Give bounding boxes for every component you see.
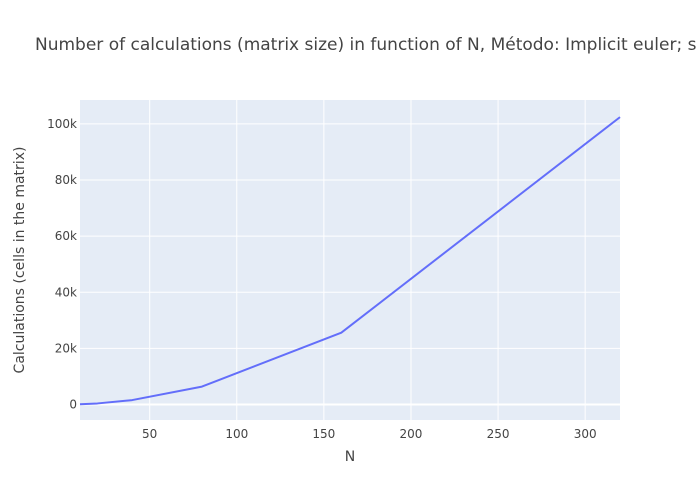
x-axis-ticks: 50 100 150 200 250 300 xyxy=(142,427,597,441)
y-tick-label: 20k xyxy=(55,341,77,355)
y-tick-label: 40k xyxy=(55,285,77,299)
y-axis-ticks: 0 20k 40k 60k 80k 100k xyxy=(47,117,77,412)
x-tick-label: 250 xyxy=(487,427,510,441)
y-axis-title: Calculations (cells in the matrix) xyxy=(12,147,28,374)
chart-title: Number of calculations (matrix size) in … xyxy=(35,35,697,55)
x-tick-label: 300 xyxy=(574,427,597,441)
x-tick-label: 50 xyxy=(142,427,157,441)
x-tick-label: 100 xyxy=(225,427,248,441)
x-axis-title: N xyxy=(345,449,355,465)
y-tick-label: 60k xyxy=(55,229,77,243)
series-line xyxy=(79,116,621,406)
x-tick-label: 150 xyxy=(312,427,335,441)
y-tick-label: 100k xyxy=(47,117,77,131)
grid-lines xyxy=(80,100,620,420)
y-tick-label: 80k xyxy=(55,173,77,187)
x-tick-label: 200 xyxy=(400,427,423,441)
y-tick-label: 0 xyxy=(69,398,77,412)
plot-area xyxy=(80,100,620,420)
series-layer xyxy=(79,116,621,406)
